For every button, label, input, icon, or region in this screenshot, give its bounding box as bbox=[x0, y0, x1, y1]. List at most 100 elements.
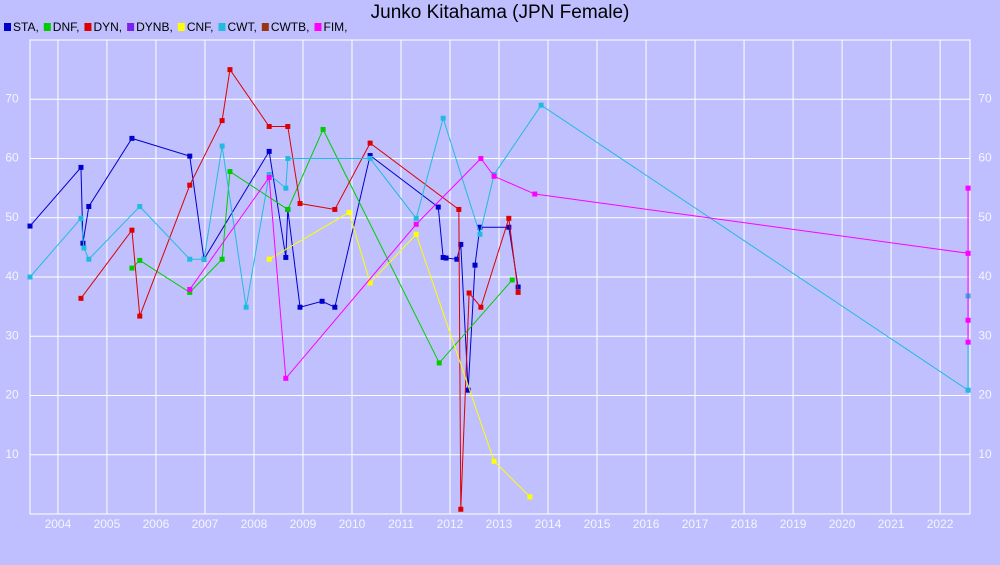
point bbox=[137, 313, 143, 319]
point bbox=[440, 254, 446, 260]
point bbox=[965, 250, 971, 256]
point bbox=[466, 290, 472, 296]
point bbox=[187, 289, 193, 295]
point bbox=[491, 173, 497, 179]
point bbox=[266, 124, 272, 130]
point bbox=[187, 153, 193, 159]
y-tick-label-right: 30 bbox=[978, 328, 992, 342]
y-tick-label-right: 70 bbox=[978, 91, 992, 105]
point bbox=[81, 245, 87, 251]
x-tick-label: 2017 bbox=[682, 517, 709, 531]
legend-label: DYNB, bbox=[136, 20, 173, 34]
point bbox=[413, 215, 419, 221]
y-tick-label: 30 bbox=[5, 328, 19, 342]
point bbox=[367, 156, 373, 161]
point bbox=[219, 256, 225, 262]
point bbox=[472, 262, 478, 268]
legend-label: CWTB, bbox=[271, 20, 310, 34]
point bbox=[285, 156, 291, 161]
point bbox=[506, 215, 512, 221]
point bbox=[320, 126, 326, 132]
point bbox=[187, 182, 193, 188]
point bbox=[27, 274, 33, 280]
x-tick-label: 2008 bbox=[241, 517, 268, 531]
x-tick-label: 2009 bbox=[290, 517, 317, 531]
x-tick-label: 2015 bbox=[584, 517, 611, 531]
point bbox=[443, 255, 449, 261]
legend-label: FIM, bbox=[323, 20, 347, 34]
point bbox=[440, 115, 446, 121]
x-tick-label: 2010 bbox=[339, 517, 366, 531]
series-line bbox=[29, 137, 519, 391]
point bbox=[965, 387, 971, 393]
x-tick-label: 2022 bbox=[927, 517, 954, 531]
point bbox=[478, 156, 484, 161]
point bbox=[491, 458, 497, 464]
point bbox=[538, 102, 544, 108]
legend-label: DNF, bbox=[53, 20, 80, 34]
point bbox=[219, 118, 225, 124]
point bbox=[515, 289, 521, 295]
point bbox=[465, 387, 471, 393]
point bbox=[458, 506, 464, 512]
legend-swatch bbox=[43, 23, 51, 31]
x-tick-label: 2012 bbox=[437, 517, 464, 531]
y-tick-label: 60 bbox=[5, 151, 19, 165]
point bbox=[129, 265, 135, 271]
point bbox=[332, 304, 338, 310]
point bbox=[283, 375, 289, 381]
point bbox=[458, 241, 464, 247]
point bbox=[965, 339, 971, 345]
point bbox=[266, 174, 272, 180]
x-tick-label: 2018 bbox=[731, 517, 758, 531]
point bbox=[137, 203, 143, 209]
legend-label: DYN, bbox=[93, 20, 122, 34]
point bbox=[201, 256, 207, 262]
y-tick-label-right: 60 bbox=[978, 151, 992, 165]
y-tick-label-right: 20 bbox=[978, 388, 992, 402]
point bbox=[297, 304, 303, 310]
series-line bbox=[268, 211, 531, 498]
chart-title: Junko Kitahama (JPN Female) bbox=[371, 2, 630, 23]
point bbox=[319, 298, 325, 304]
point bbox=[346, 209, 352, 215]
x-tick-label: 2006 bbox=[143, 517, 170, 531]
point bbox=[965, 185, 971, 191]
point bbox=[219, 143, 225, 149]
legend-swatch bbox=[84, 23, 92, 31]
point bbox=[332, 206, 338, 212]
point bbox=[478, 304, 484, 310]
point bbox=[78, 295, 84, 301]
point bbox=[78, 164, 84, 170]
point bbox=[965, 317, 971, 323]
legend-swatch bbox=[218, 23, 226, 31]
point bbox=[243, 304, 249, 310]
y-tick-label: 50 bbox=[5, 210, 19, 224]
legend-label: CNF, bbox=[187, 20, 214, 34]
point bbox=[266, 148, 272, 154]
y-tick-label: 10 bbox=[5, 447, 19, 461]
point bbox=[413, 221, 419, 227]
x-tick-label: 2021 bbox=[878, 517, 905, 531]
x-tick-label: 2016 bbox=[633, 517, 660, 531]
x-tick-label: 2007 bbox=[192, 517, 219, 531]
x-tick-label: 2004 bbox=[45, 517, 72, 531]
point bbox=[129, 227, 135, 233]
point bbox=[283, 185, 289, 191]
point bbox=[454, 256, 460, 262]
point bbox=[137, 257, 143, 263]
legend-label: STA, bbox=[13, 20, 39, 34]
y-tick-label-right: 40 bbox=[978, 269, 992, 283]
point bbox=[477, 231, 483, 237]
x-tick-label: 2020 bbox=[829, 517, 856, 531]
legend-swatch bbox=[127, 23, 135, 31]
legend-swatch bbox=[4, 23, 11, 31]
x-tick-label: 2005 bbox=[94, 517, 121, 531]
point bbox=[456, 206, 462, 212]
point bbox=[283, 254, 289, 260]
point bbox=[86, 256, 92, 262]
point bbox=[436, 360, 442, 366]
x-tick-label: 2019 bbox=[780, 517, 807, 531]
